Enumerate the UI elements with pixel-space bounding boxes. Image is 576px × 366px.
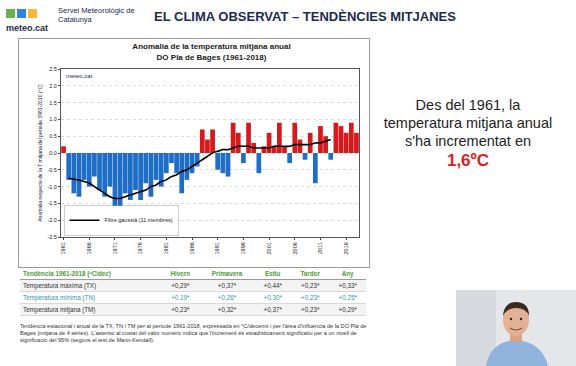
html-text:+0,23*: +0,23* bbox=[301, 282, 320, 289]
svg-text:2016: 2016 bbox=[343, 242, 349, 254]
html-text:Tendència estacional i anual d: Tendència estacional i anual de la TX, T… bbox=[20, 323, 367, 343]
html-text:+0,26*: +0,26* bbox=[217, 294, 237, 301]
html-text:Temperatura mínima (TN): Temperatura mínima (TN) bbox=[23, 294, 96, 301]
svg-text:Anomalia respecte de la T mitj: Anomalia respecte de la T mitjana del pe… bbox=[37, 84, 43, 222]
svg-text:2001: 2001 bbox=[266, 242, 272, 254]
html-text:Tendència 1961-2018 (ºC/dec): Tendència 1961-2018 (ºC/dec) bbox=[23, 270, 111, 277]
html-text:+0,29*: +0,29* bbox=[338, 306, 357, 313]
svg-text:-0.5: -0.5 bbox=[47, 167, 56, 173]
html-text:+0,23*: +0,23* bbox=[301, 306, 320, 313]
html-text:Estiu: Estiu bbox=[265, 270, 281, 277]
html-text:+0,44*: +0,44* bbox=[263, 282, 282, 289]
svg-text:-2.0: -2.0 bbox=[47, 217, 56, 223]
svg-text:1996: 1996 bbox=[240, 242, 246, 254]
html-text:+0,23*: +0,23* bbox=[301, 294, 320, 301]
html-text:+0,32*: +0,32* bbox=[217, 306, 237, 313]
svg-text:2.5: 2.5 bbox=[49, 66, 57, 72]
html-text:Hivern: Hivern bbox=[170, 270, 191, 277]
html-text:+0,37*: +0,37* bbox=[217, 282, 237, 289]
html-text:+0,30*: +0,30* bbox=[263, 294, 282, 301]
svg-text:1971: 1971 bbox=[112, 242, 118, 254]
html-text:Primavera: Primavera bbox=[211, 270, 243, 277]
svg-text:1966: 1966 bbox=[86, 242, 92, 254]
html-text:+0,23*: +0,23* bbox=[171, 306, 190, 313]
svg-text:meteo.cat: meteo.cat bbox=[66, 73, 93, 79]
html-text:1,6ºC: 1,6ºC bbox=[446, 151, 490, 170]
html-text:+0,33*: +0,33* bbox=[338, 282, 357, 289]
html-text:meteo.cat: meteo.cat bbox=[6, 23, 48, 33]
html-text:Temperatura màxima (TX): Temperatura màxima (TX) bbox=[23, 282, 97, 289]
svg-text:1976: 1976 bbox=[137, 242, 143, 254]
svg-text:1.0: 1.0 bbox=[49, 116, 57, 122]
html-text:Temperatura mitjana (TM): Temperatura mitjana (TM) bbox=[23, 306, 96, 313]
html-text:+0,25*: +0,25* bbox=[338, 294, 357, 301]
html-text:Des del 1961, la temperatura m: Des del 1961, la temperatura mitjana anu… bbox=[383, 97, 553, 149]
svg-text:2006: 2006 bbox=[292, 242, 298, 254]
svg-text:-2.5: -2.5 bbox=[47, 234, 56, 240]
svg-text:0.0: 0.0 bbox=[49, 150, 57, 156]
svg-text:Filtre gaussià (11 membres): Filtre gaussià (11 membres) bbox=[104, 217, 172, 223]
svg-text:1961: 1961 bbox=[60, 242, 66, 254]
svg-text:-1.0: -1.0 bbox=[47, 184, 56, 190]
html-text:+0,37*: +0,37* bbox=[263, 306, 282, 313]
svg-text:1991: 1991 bbox=[214, 242, 220, 254]
svg-text:1.5: 1.5 bbox=[49, 100, 57, 106]
svg-text:Anomalia de la temperatura mit: Anomalia de la temperatura mitjana anual… bbox=[132, 42, 290, 61]
svg-text:2.0: 2.0 bbox=[49, 83, 57, 89]
html-text:EL CLIMA OBSERVAT – TENDÈNCIES: EL CLIMA OBSERVAT – TENDÈNCIES MITJANES bbox=[154, 9, 456, 24]
svg-text:1986: 1986 bbox=[189, 242, 195, 254]
html-text:+0,29*: +0,29* bbox=[171, 282, 190, 289]
html-text:Servei Meteorològic de Catalun: Servei Meteorològic de Catalunya bbox=[58, 6, 135, 24]
svg-text:2011: 2011 bbox=[317, 242, 323, 254]
svg-text:0.5: 0.5 bbox=[49, 133, 57, 139]
svg-text:-1.5: -1.5 bbox=[47, 200, 56, 206]
svg-text:1981: 1981 bbox=[163, 242, 169, 254]
html-text:Any: Any bbox=[341, 270, 354, 277]
html-text:Tardor: Tardor bbox=[300, 270, 320, 277]
html-text:+0,19*: +0,19* bbox=[171, 294, 190, 301]
